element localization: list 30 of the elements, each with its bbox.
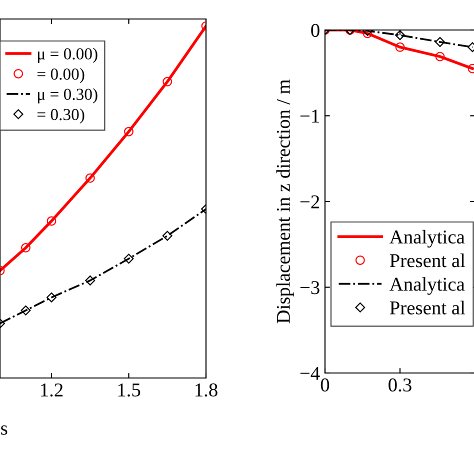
x-tick-label: 0 xyxy=(320,378,330,392)
point xyxy=(162,230,172,241)
point xyxy=(85,173,95,183)
x-tick-label: 1.2 xyxy=(41,383,63,397)
legend-label: Present al xyxy=(390,300,466,314)
point xyxy=(85,276,96,286)
x-tick-label: 1.8 xyxy=(196,383,218,397)
y-axis-title: Displacement in z direction / m xyxy=(276,80,294,324)
y-tick-label: −3 xyxy=(300,281,320,294)
point xyxy=(124,254,134,264)
x-axis-title: s xyxy=(1,425,8,435)
x-tick-label: 0.3 xyxy=(388,378,412,392)
point xyxy=(46,292,56,302)
legend-label: μ = 0.00) xyxy=(38,48,98,63)
legend-label: = 0.00) xyxy=(37,68,84,84)
y-tick-label: 0 xyxy=(311,24,320,37)
y-tick-label: −2 xyxy=(300,195,320,208)
point xyxy=(162,76,172,86)
y-tick-label: −1 xyxy=(300,110,319,122)
legend-label: = 0.30) xyxy=(37,108,84,124)
point xyxy=(46,216,56,226)
legend-label: Analytica xyxy=(390,277,465,295)
point xyxy=(21,243,30,252)
legend-label: μ = 0.30) xyxy=(38,88,98,104)
legend-label: Present al xyxy=(390,254,466,268)
y-tick-label: −4 xyxy=(300,366,320,380)
point xyxy=(124,126,134,136)
legend-label: Analytica xyxy=(390,230,465,248)
point xyxy=(20,305,31,316)
x-tick-label: 1.5 xyxy=(118,384,140,397)
